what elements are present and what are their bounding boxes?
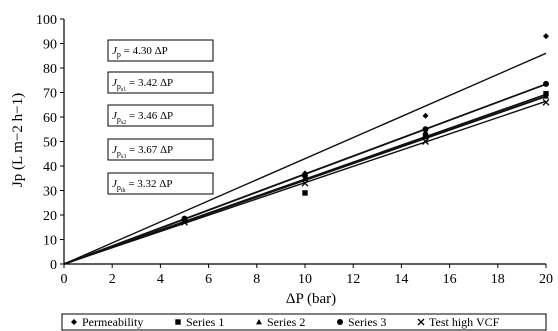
point-series-5 (181, 218, 188, 226)
equation-box (107, 71, 214, 94)
point-series-2 (302, 190, 308, 196)
x-tick-label: 8 (253, 272, 260, 287)
legend-marker-4 (337, 319, 343, 325)
x-tick-label: 4 (157, 272, 164, 287)
legend-label-1: Permeability (82, 315, 143, 329)
point-series-5 (542, 98, 550, 106)
y-tick-label: 0 (50, 258, 57, 273)
legend-label-3: Series 2 (267, 315, 305, 329)
legend: Permeability Series 1 Series 2 Series 3 Test… (61, 313, 547, 331)
x-tick-label: 20 (539, 272, 553, 287)
x-tick-label: 14 (394, 272, 408, 287)
point-series-1 (543, 33, 549, 40)
x-tick-label: 2 (109, 272, 116, 287)
y-tick-label: 100 (36, 13, 57, 28)
legend-label-2: Series 1 (186, 315, 224, 329)
y-tick-label: 80 (43, 62, 57, 77)
y-axis-label: Jp (L m−2 h−1) (10, 93, 26, 187)
legend-box (61, 313, 547, 331)
fit-equation-2: Jps1 = 3.42 ΔP (107, 71, 214, 94)
point-series-4 (302, 172, 308, 179)
fit-equation-labels: Jp = 4.30 ΔP Jps1 = 3.42 ΔP Jps2 = 3.46 ΔP… (107, 39, 214, 195)
x-tick-label: 12 (346, 272, 360, 287)
y-tick-label: 70 (43, 87, 57, 102)
fit-equation-5: Jpth = 3.32 ΔP (107, 172, 214, 195)
point-series-5 (301, 179, 309, 187)
fit-equation-1: Jp = 4.30 ΔP (107, 39, 214, 62)
equation-box (107, 39, 214, 62)
fit-equation-3: Jps2 = 3.46 ΔP (107, 104, 214, 127)
x-tick-label: 18 (491, 272, 505, 287)
equation-box (107, 172, 214, 195)
y-tick-label: 40 (43, 160, 57, 175)
y-tick-label: 10 (43, 234, 57, 249)
point-series-3 (543, 93, 549, 99)
x-tick-label: 16 (443, 272, 457, 287)
point-series-4 (543, 80, 549, 87)
data-points (181, 33, 550, 226)
equation-text: Jps1 = 3.42 ΔP (112, 77, 173, 93)
x-tick-label: 10 (298, 272, 312, 287)
legend-label-5: Test high VCF (429, 315, 500, 329)
y-tick-label: 50 (43, 136, 57, 151)
point-series-2 (422, 133, 429, 140)
legend-marker-3 (256, 319, 262, 325)
y-tick-label: 60 (43, 111, 57, 126)
point-series-5 (422, 138, 429, 145)
legend-marker-1 (71, 319, 77, 325)
legend-marker-2 (175, 319, 181, 325)
equation-text: Jps3 = 3.67 ΔP (112, 144, 173, 160)
point-series-4 (422, 126, 429, 133)
fit-equation-4: Jps3 = 3.67 ΔP (107, 138, 214, 161)
fit-line-1 (63, 52, 547, 265)
equation-text: Jps2 = 3.46 ΔP (112, 110, 173, 126)
y-tick-label: 30 (43, 185, 57, 200)
equation-box (107, 138, 214, 161)
axes: 0 2 4 6 8 10 12 14 16 18 20 0 10 20 30 40 50 60 70 80 90 100 (36, 13, 553, 287)
y-tick-label: 20 (43, 209, 57, 224)
legend-marker-5 (417, 318, 425, 326)
legend-label-4: Series 3 (348, 315, 386, 329)
equation-box (107, 104, 214, 127)
y-tick-label: 90 (43, 38, 57, 53)
equation-text: Jp = 4.30 ΔP (112, 45, 168, 59)
x-tick-label: 6 (205, 272, 212, 287)
x-tick-label: 0 (61, 272, 68, 287)
equation-text: Jpth = 3.32 ΔP (112, 178, 172, 194)
point-series-1 (422, 112, 429, 119)
x-axis-label: ΔP (bar) (286, 291, 336, 307)
